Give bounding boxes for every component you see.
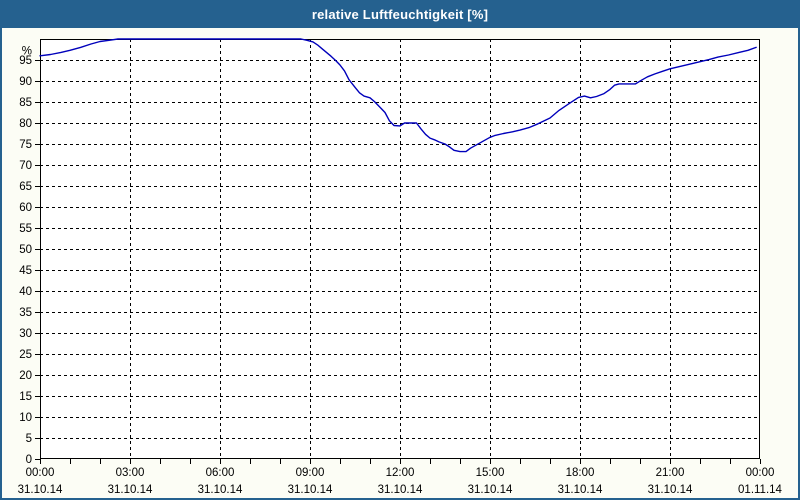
gridlines: [40, 39, 760, 459]
x-tick-time: 18:00: [566, 467, 595, 479]
svg-text:20: 20: [19, 370, 32, 382]
x-tick-date: 31.10.14: [288, 484, 333, 496]
svg-text:30: 30: [19, 328, 32, 340]
x-tick-time: 00:00: [746, 467, 775, 479]
svg-text:50: 50: [19, 244, 32, 256]
x-tick-date: 01.11.14: [738, 484, 783, 496]
x-tick-date: 31.10.14: [108, 484, 153, 496]
svg-text:45: 45: [19, 265, 32, 277]
svg-text:55: 55: [19, 223, 32, 235]
y-axis-labels: 0 5 10 15 20 25 30 35 40 45 50 55 60 65 70 75 80 85 90 95%: [19, 46, 32, 466]
x-tick-date: 31.10.14: [468, 484, 513, 496]
y-axis-unit-label: %: [22, 46, 32, 58]
x-axis-labels: 00:00 31.10.14 03:00 31.10.14 06:00 31.10.14 0…: [18, 467, 783, 496]
x-tick-date: 31.10.14: [198, 484, 243, 496]
x-tick-time: 00:00: [26, 467, 55, 479]
svg-text:85: 85: [19, 97, 32, 109]
x-tick-time: 09:00: [296, 467, 325, 479]
svg-text:65: 65: [19, 181, 32, 193]
svg-text:5: 5: [26, 433, 32, 445]
x-tick-time: 21:00: [656, 467, 685, 479]
axis-ticks: [35, 60, 761, 464]
svg-text:40: 40: [19, 286, 32, 298]
x-tick-time: 03:00: [116, 467, 145, 479]
x-tick-date: 31.10.14: [378, 484, 423, 496]
x-tick-time: 15:00: [476, 467, 505, 479]
x-tick-date: 31.10.14: [18, 484, 63, 496]
svg-text:35: 35: [19, 307, 32, 319]
svg-text:15: 15: [19, 391, 32, 403]
svg-text:90: 90: [19, 76, 32, 88]
x-tick-time: 06:00: [206, 467, 235, 479]
svg-text:60: 60: [19, 202, 32, 214]
title-bar: relative Luftfeuchtigkeit [%]: [2, 2, 798, 28]
svg-text:75: 75: [19, 139, 32, 151]
x-tick-time: 12:00: [386, 467, 415, 479]
x-tick-date: 31.10.14: [558, 484, 603, 496]
svg-text:70: 70: [19, 160, 32, 172]
svg-text:80: 80: [19, 118, 32, 130]
svg-text:25: 25: [19, 349, 32, 361]
chart-title: relative Luftfeuchtigkeit [%]: [311, 6, 489, 22]
svg-text:10: 10: [19, 412, 32, 424]
plot-border: [40, 39, 760, 459]
humidity-line: [39, 38, 757, 153]
svg-text:95: 95: [19, 55, 32, 67]
svg-text:0: 0: [26, 454, 32, 466]
x-tick-date: 31.10.14: [648, 484, 693, 496]
